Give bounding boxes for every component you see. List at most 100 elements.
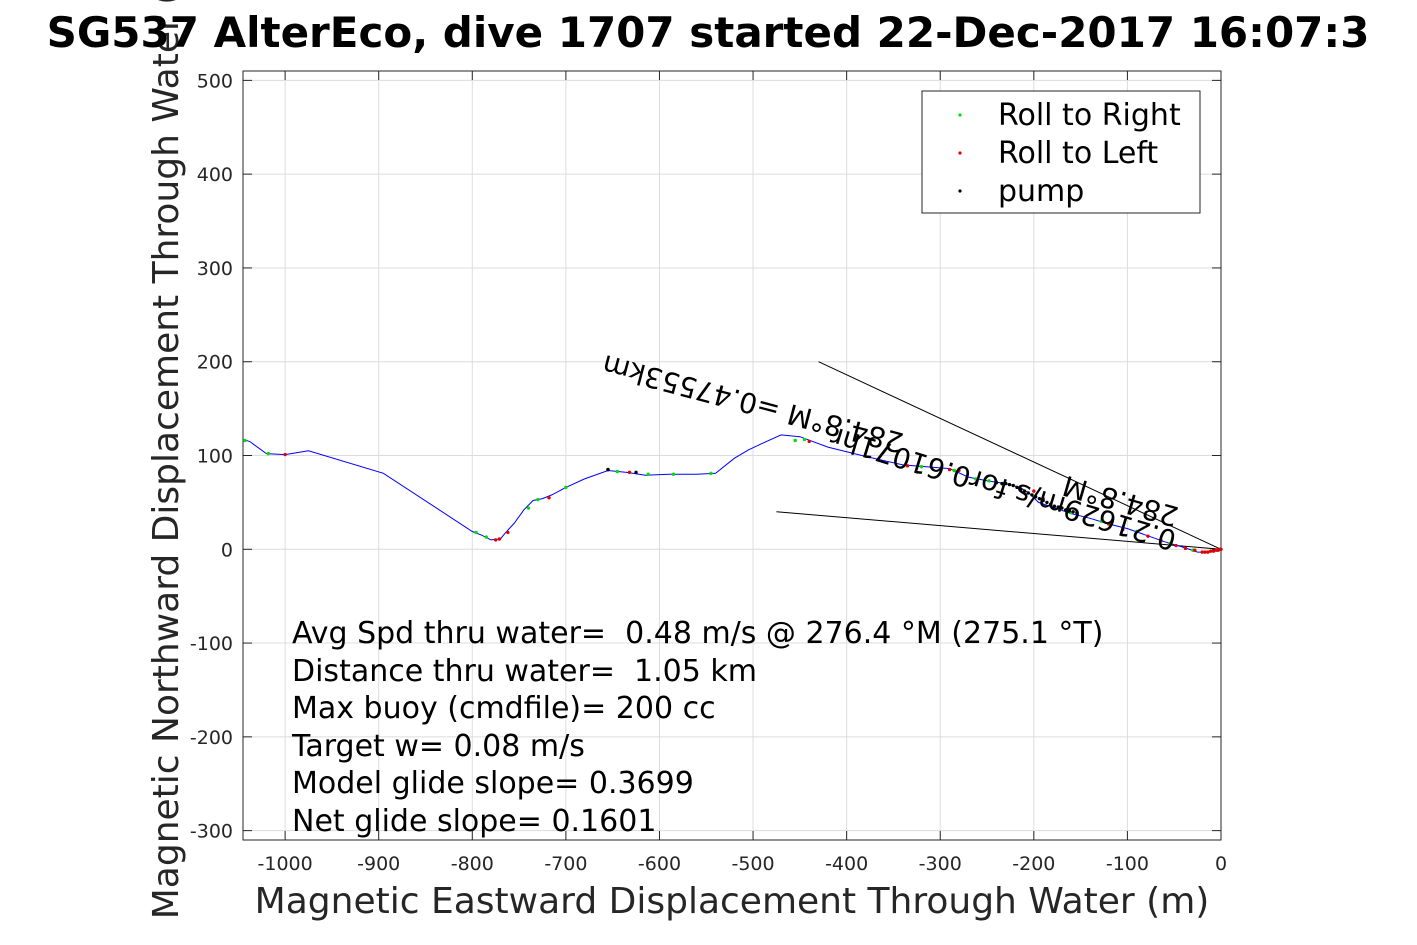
x-tick-label: -500 bbox=[731, 853, 774, 875]
point-roll-to-left bbox=[283, 452, 287, 457]
point-pump bbox=[1048, 502, 1053, 506]
chart-title: SG537 AlterEco, dive 1707 started 22-Dec… bbox=[47, 8, 1370, 57]
point-pump bbox=[1019, 487, 1023, 491]
x-axis-label: Magnetic Eastward Displacement Through W… bbox=[255, 881, 1210, 922]
reference-line bbox=[818, 361, 1222, 550]
point-pump bbox=[1011, 483, 1015, 488]
point-pump bbox=[1026, 491, 1030, 495]
y-tick-label: 400 bbox=[197, 164, 233, 186]
point-roll-to-right bbox=[536, 497, 540, 502]
point-roll-to-right bbox=[919, 465, 924, 469]
point-roll-to-left bbox=[1174, 543, 1178, 548]
point-roll-to-left bbox=[807, 439, 811, 444]
point-roll-to-right bbox=[474, 530, 478, 535]
point-roll-to-left bbox=[1159, 539, 1163, 543]
point-pump bbox=[1015, 485, 1019, 490]
point-pump bbox=[1030, 493, 1034, 497]
x-tick-label: -900 bbox=[357, 853, 400, 875]
x-tick-label: -1000 bbox=[258, 853, 313, 875]
point-roll-to-right bbox=[526, 506, 531, 510]
point-roll-to-left bbox=[1193, 548, 1197, 552]
point-pump bbox=[1033, 495, 1038, 499]
y-tick-label: 500 bbox=[197, 70, 233, 92]
y-axis-label: Magnetic Northward Displacement Through … bbox=[146, 0, 187, 919]
point-roll-to-right bbox=[266, 451, 270, 456]
point-roll-to-right bbox=[671, 472, 676, 476]
point-roll-to-left bbox=[1219, 547, 1223, 551]
y-tick-label: 100 bbox=[197, 446, 233, 468]
y-tick-label: -300 bbox=[190, 821, 233, 843]
y-tick-label: -100 bbox=[190, 633, 233, 655]
point-roll-to-left bbox=[1200, 550, 1204, 554]
point-roll-to-left bbox=[1106, 522, 1111, 526]
point-roll-to-right bbox=[709, 471, 713, 476]
annotation-target-w: Target w= 0.08 m/s bbox=[291, 729, 585, 764]
point-pump bbox=[1071, 510, 1075, 514]
point-roll-to-right bbox=[646, 472, 650, 476]
y-tick-label: -200 bbox=[190, 727, 233, 749]
x-tick-label: -700 bbox=[544, 853, 587, 875]
legend-marker-roll-right bbox=[958, 113, 962, 117]
point-roll-to-left bbox=[1183, 546, 1188, 551]
annotation-net-glide: Net glide slope= 0.1601 bbox=[292, 804, 656, 839]
point-pump bbox=[606, 467, 610, 472]
y-tick-label: 0 bbox=[221, 539, 233, 561]
point-roll-to-right bbox=[802, 437, 807, 442]
point-roll-to-left bbox=[627, 470, 632, 475]
point-roll-to-left bbox=[497, 537, 502, 541]
annotation-avg-speed: Avg Spd thru water= 0.48 m/s @ 276.4 °M … bbox=[292, 616, 1103, 651]
legend-label-pump: pump bbox=[998, 174, 1084, 209]
x-tick-label: -200 bbox=[1012, 853, 1055, 875]
reference-lines bbox=[776, 361, 1222, 550]
y-tick-labels: 500 400 300 200 100 0 -100 -200 -300 bbox=[190, 70, 233, 842]
point-pump bbox=[1022, 489, 1027, 493]
reference-line bbox=[776, 511, 1222, 550]
point-pump bbox=[1075, 511, 1079, 515]
point-roll-to-left bbox=[905, 464, 910, 468]
annotation-model-glide: Model glide slope= 0.3699 bbox=[292, 766, 694, 801]
x-tick-labels: -1000 -900 -800 -700 -600 -500 -400 -300 -200 -10… bbox=[258, 853, 1228, 875]
point-pump bbox=[1056, 505, 1060, 509]
point-roll-to-left bbox=[1206, 550, 1210, 554]
point-pump bbox=[1067, 509, 1072, 513]
point-pump bbox=[1000, 481, 1004, 486]
point-roll-to-right bbox=[987, 479, 991, 483]
x-tick-label: -800 bbox=[451, 853, 494, 875]
point-roll-to-right bbox=[243, 438, 247, 443]
point-roll-to-left bbox=[957, 468, 961, 473]
annotation-distance: Distance thru water= 1.05 km bbox=[292, 654, 757, 689]
point-roll-to-left bbox=[1203, 550, 1207, 554]
point-roll-to-right bbox=[1099, 519, 1103, 523]
point-roll-to-right bbox=[974, 477, 978, 481]
point-pump bbox=[1007, 482, 1012, 487]
point-pump bbox=[1060, 506, 1064, 510]
legend-marker-roll-left bbox=[958, 151, 962, 155]
point-pump bbox=[994, 480, 999, 485]
point-pump bbox=[1045, 500, 1049, 505]
point-pump bbox=[1037, 496, 1042, 501]
point-roll-to-left bbox=[547, 496, 551, 500]
legend-marker-pump bbox=[958, 189, 962, 193]
point-roll-to-left bbox=[493, 538, 498, 542]
point-roll-to-left bbox=[1211, 549, 1216, 553]
point-roll-to-right bbox=[564, 485, 568, 490]
point-pump bbox=[634, 470, 638, 475]
point-roll-to-right bbox=[1167, 541, 1172, 546]
point-roll-to-right bbox=[793, 438, 797, 443]
point-roll-to-right bbox=[615, 469, 620, 474]
legend-box bbox=[921, 90, 1201, 214]
legend: Roll to Right Roll to Left pump bbox=[921, 90, 1201, 214]
y-tick-label: 300 bbox=[197, 258, 233, 280]
x-tick-label: -600 bbox=[638, 853, 681, 875]
stats-annotation: Avg Spd thru water= 0.48 m/s @ 276.4 °M … bbox=[291, 616, 1103, 839]
point-roll-to-left bbox=[1032, 489, 1036, 493]
point-pump bbox=[1041, 498, 1045, 503]
point-roll-to-left bbox=[1146, 534, 1150, 538]
legend-label-roll-right: Roll to Right bbox=[998, 98, 1181, 133]
annotation-max-buoy: Max buoy (cmdfile)= 200 cc bbox=[292, 691, 716, 726]
grid bbox=[243, 71, 1222, 840]
x-tick-label: -400 bbox=[825, 853, 868, 875]
point-roll-to-left bbox=[1121, 527, 1125, 532]
legend-label-roll-left: Roll to Left bbox=[998, 136, 1158, 171]
